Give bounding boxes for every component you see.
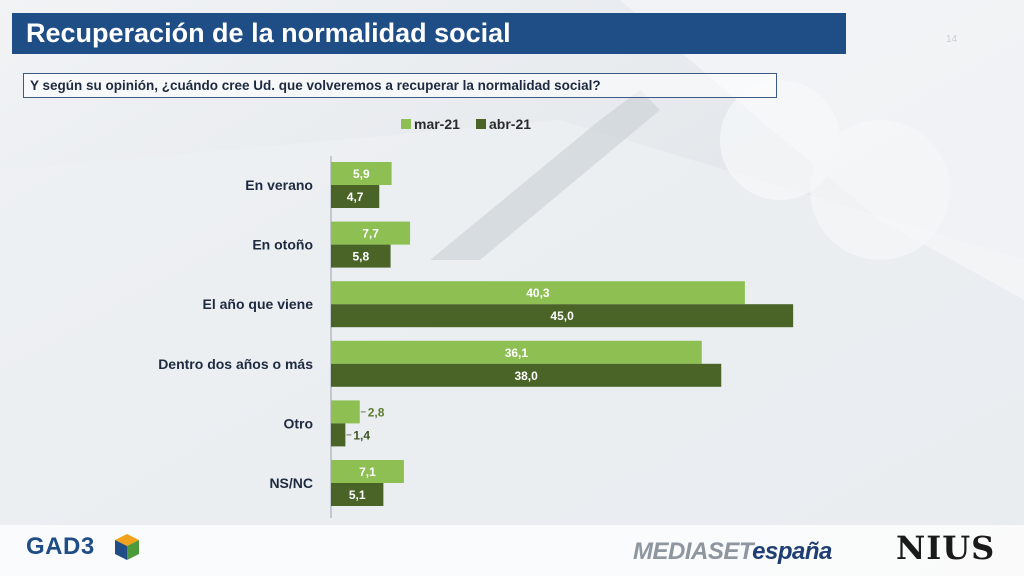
bar-mar-21: [331, 340, 702, 364]
bar-mar-21: [331, 460, 404, 483]
mediaset-logo: MEDIASETespaña: [633, 538, 832, 566]
mediaset-logo-text: MEDIASET: [633, 538, 753, 565]
page-title: Recuperación de la normalidad social: [12, 13, 846, 54]
category-label: El año que viene: [203, 296, 314, 312]
data-label-mar-21: 7,7: [362, 227, 379, 241]
gad3-cube-icon: [115, 534, 139, 560]
nius-logo: NIUS: [896, 529, 996, 567]
category-label: Otro: [283, 415, 313, 431]
bar-abr-21: [331, 304, 794, 328]
mediaset-logo-espana: españa: [752, 538, 832, 565]
legend-label-mar-21: mar-21: [414, 116, 460, 132]
bar-mar-21: [331, 281, 745, 305]
bar-mar-21: [331, 400, 360, 424]
category-label: Dentro dos años o más: [158, 356, 313, 372]
category-label: NS/NC: [269, 475, 313, 491]
data-label-mar-21: 36,1: [505, 346, 529, 360]
bar-abr-21: [331, 423, 346, 447]
data-label-mar-21: 40,3: [526, 286, 550, 300]
legend-label-abr-21: abr-21: [489, 116, 531, 132]
survey-question: Y según su opinión, ¿cuándo cree Ud. que…: [23, 73, 777, 98]
data-label-abr-21: 45,0: [550, 309, 574, 323]
data-label-abr-21: 1,4: [353, 428, 370, 442]
category-labels: En verano En otoño El año que viene Dentro …: [158, 177, 313, 491]
bar-abr-21: [331, 244, 391, 268]
data-label-abr-21: 5,8: [352, 250, 369, 264]
bar-mar-21: [331, 162, 392, 185]
data-label-mar-21: 5,9: [353, 167, 370, 181]
data-label-abr-21: 5,1: [349, 488, 366, 502]
page-number: 14: [946, 34, 958, 45]
bar-mar-21: [331, 221, 411, 245]
data-label-mar-21: 2,8: [368, 405, 385, 419]
data-label-abr-21: 38,0: [514, 369, 538, 383]
bars-group: 5,9 4,7 7,7 5,8 40,345,0 36,1 38,0 2,8 1,4 7,1 5,1: [331, 162, 794, 506]
data-label-abr-21: 4,7: [347, 190, 364, 204]
bar-abr-21: [331, 363, 722, 387]
data-label-mar-21: 7,1: [359, 465, 376, 479]
bar-abr-21: [331, 185, 380, 208]
gad3-logo: GAD3: [26, 533, 95, 560]
category-label: En otoño: [252, 237, 313, 253]
legend-swatch-abr-21: [476, 119, 486, 129]
chart-legend: mar-21 abr-21: [401, 116, 531, 132]
bar-abr-21: [331, 483, 384, 506]
legend-swatch-mar-21: [401, 119, 411, 129]
category-label: En verano: [245, 177, 313, 193]
